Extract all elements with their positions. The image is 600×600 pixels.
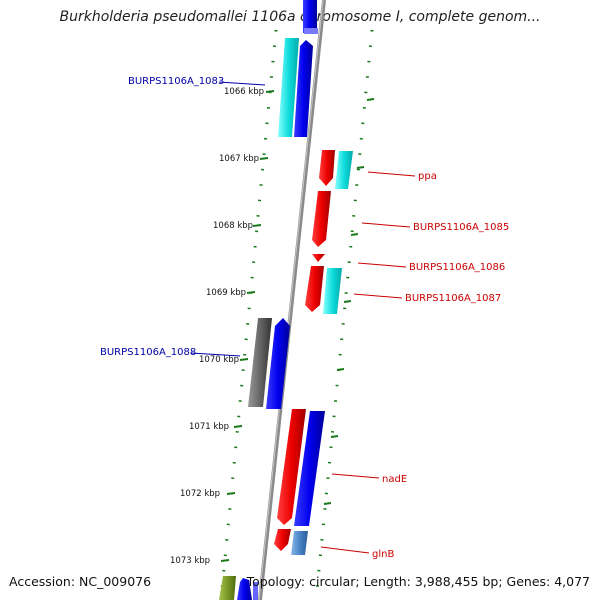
- map-title: Burkholderia pseudomallei 1106a chromoso…: [59, 9, 541, 25]
- tick-label-1073: 1073 kbp: [170, 556, 210, 566]
- gene-gray-1088: [248, 318, 272, 407]
- tick-label-1072: 1072 kbp: [180, 489, 220, 499]
- tick-label-1066: 1066 kbp: [224, 87, 264, 97]
- tick-label-1070: 1070 kbp: [199, 355, 239, 365]
- gene-olive-bottom: [219, 576, 236, 600]
- gene-red-glnB: [274, 529, 291, 551]
- gene-label-burps1106a-1088[interactable]: BURPS1106A_1088: [100, 347, 196, 358]
- gene-blue-nadE: [294, 411, 325, 526]
- gene-label-glnb[interactable]: glnB: [372, 549, 394, 560]
- gene-top-partial: [303, 0, 317, 33]
- minor-ticks: [323, 98, 375, 505]
- label-leaders: [190, 81, 416, 554]
- gene-steel-glnB: [291, 531, 308, 555]
- gene-cyan-1087: [323, 268, 342, 314]
- gene-red-1085: [312, 191, 331, 247]
- gene-label-burps1106a-1085[interactable]: BURPS1106A_1085: [413, 222, 509, 233]
- gene-top-partial-cap: [304, 28, 318, 34]
- gene-label-ppa[interactable]: ppa: [418, 171, 437, 182]
- gene-label-nade[interactable]: nadE: [382, 474, 407, 485]
- tick-label-1067: 1067 kbp: [219, 154, 259, 164]
- genome-summary-text: Topology: circular; Length: 3,988,455 bp…: [246, 574, 590, 589]
- tick-label-1069: 1069 kbp: [206, 288, 246, 298]
- gene-label-burps1106a-1087[interactable]: BURPS1106A_1087: [405, 293, 501, 304]
- kbp-ticks: 1066 kbp 1067 kbp 1068 kbp 1069 kbp 1070…: [170, 87, 275, 566]
- gene-red-1086: [312, 254, 325, 262]
- accession-text: Accession: NC_009076: [9, 574, 152, 589]
- gene-red-ppa: [319, 150, 335, 186]
- gene-cyan-1083: [278, 38, 299, 137]
- gene-blue-1088: [266, 318, 290, 409]
- gene-red-nadE: [277, 409, 306, 525]
- tick-label-1071: 1071 kbp: [189, 422, 229, 432]
- gene-label-burps1106a-1083[interactable]: BURPS1106A_1083: [128, 76, 224, 87]
- genome-backbone: [258, 0, 326, 600]
- right-guide: [314, 29, 374, 600]
- gene-label-burps1106a-1086[interactable]: BURPS1106A_1086: [409, 262, 505, 273]
- gene-red-1087: [305, 266, 324, 312]
- gene-blue-bottom: [237, 578, 252, 600]
- gene-cyan-ppa: [335, 151, 353, 189]
- gene-blue-bottom-2: [253, 582, 258, 600]
- gene-blue-1083: [294, 40, 313, 137]
- genome-backbone-highlight: [258, 0, 324, 600]
- tick-label-1068: 1068 kbp: [213, 221, 253, 231]
